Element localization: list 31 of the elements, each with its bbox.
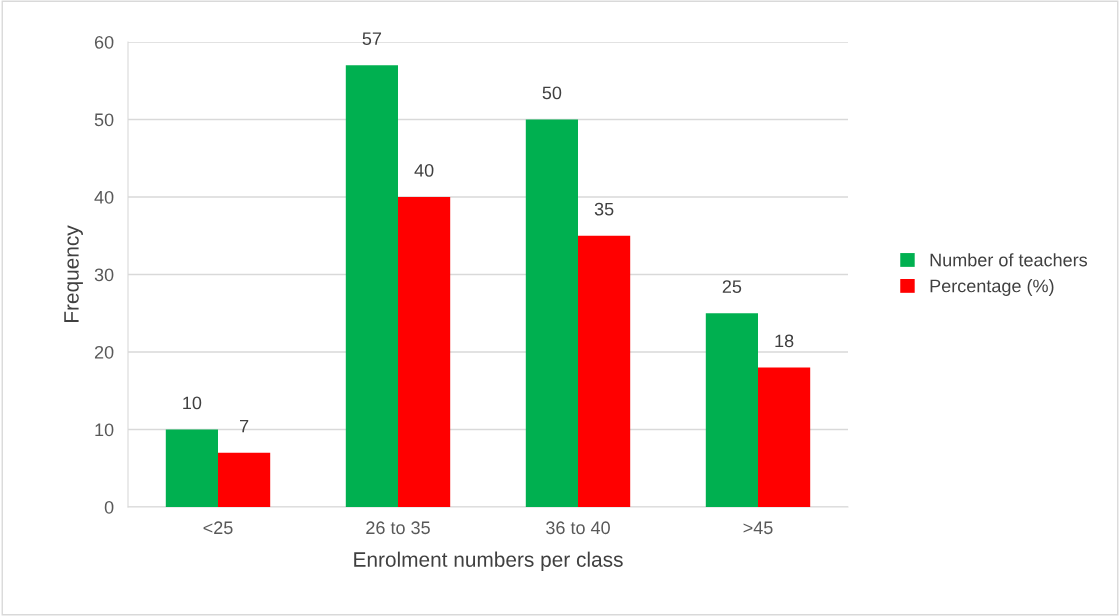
bar bbox=[578, 235, 631, 507]
data-label: 35 bbox=[594, 202, 614, 216]
bar bbox=[345, 65, 398, 507]
y-tick-label: 30 bbox=[94, 268, 114, 282]
bar bbox=[398, 197, 451, 507]
data-label: 18 bbox=[775, 334, 794, 348]
data-label: 40 bbox=[414, 163, 434, 177]
y-tick-label: 10 bbox=[95, 423, 114, 437]
y-tick-label: 0 bbox=[104, 500, 114, 514]
x-tick-label: 36 to 40 bbox=[546, 521, 610, 535]
x-tick-label: <25 bbox=[203, 521, 233, 535]
x-tick-label: 26 to 35 bbox=[366, 521, 430, 535]
y-tick-label: 50 bbox=[94, 113, 114, 127]
legend-label: Number of teachers bbox=[930, 253, 1088, 267]
bar bbox=[758, 367, 811, 507]
y-tick-label: 60 bbox=[94, 35, 114, 49]
data-label: 57 bbox=[362, 32, 382, 46]
y-tick-label: 40 bbox=[94, 190, 114, 204]
data-label: 7 bbox=[240, 419, 249, 433]
data-label: 50 bbox=[542, 86, 562, 100]
x-axis-title: Enrolment numbers per class bbox=[354, 551, 623, 572]
y-tick-label: 20 bbox=[94, 345, 114, 359]
y-axis-title: Frequency bbox=[64, 225, 83, 322]
data-label: 25 bbox=[722, 280, 742, 294]
bar bbox=[525, 119, 578, 507]
bar bbox=[218, 452, 271, 507]
x-tick-label: >45 bbox=[743, 521, 773, 535]
bar bbox=[165, 429, 218, 507]
legend-label: Percentage (%) bbox=[930, 279, 1054, 296]
data-label: 10 bbox=[183, 396, 202, 410]
bar bbox=[705, 313, 758, 507]
